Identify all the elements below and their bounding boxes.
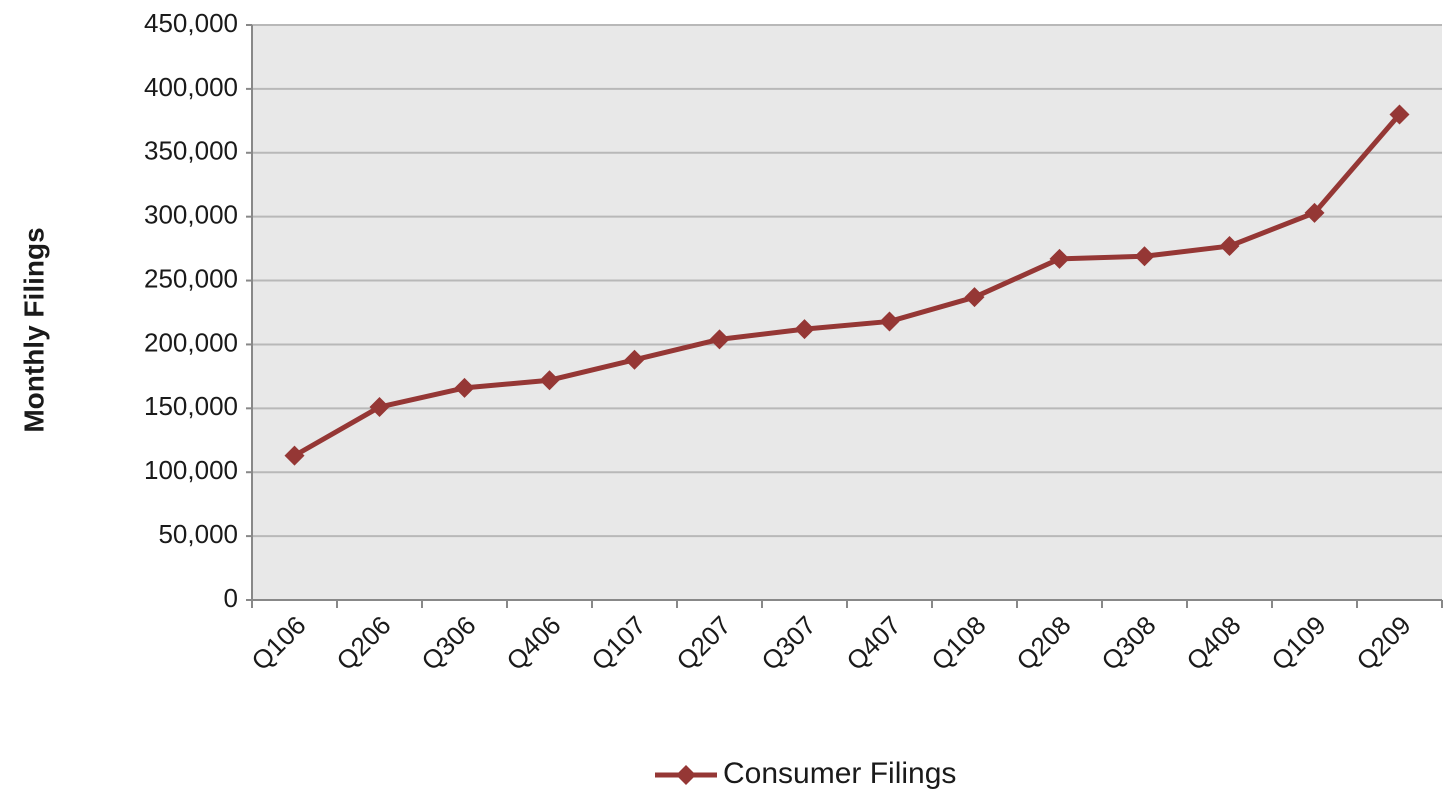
y-tick-label: 0 (224, 583, 238, 613)
x-tick-label: Q308 (1095, 610, 1161, 676)
data-line (293, 112, 1402, 458)
legend-label: Consumer Filings (723, 757, 956, 790)
x-tick-label: Q209 (1350, 610, 1416, 676)
y-tick-label: 200,000 (144, 327, 238, 357)
legend-marker (676, 765, 696, 785)
y-tick-label: 50,000 (158, 519, 238, 549)
x-tick-label: Q407 (840, 610, 906, 676)
y-tick-label: 400,000 (144, 72, 238, 102)
data-point (369, 397, 390, 418)
data-point (624, 349, 645, 370)
x-tick-label: Q207 (670, 610, 736, 676)
data-point (539, 370, 560, 391)
x-tick-label: Q107 (585, 610, 651, 676)
data-point (1134, 246, 1155, 267)
data-point (1049, 248, 1070, 269)
y-tick-label: 350,000 (144, 136, 238, 166)
data-point (964, 287, 985, 308)
x-tick-label: Q106 (245, 610, 311, 676)
y-tick-label: 450,000 (144, 8, 238, 38)
x-tick-label: Q109 (1265, 610, 1331, 676)
x-tick-label: Q208 (1010, 610, 1076, 676)
y-tick-label: 150,000 (144, 391, 238, 421)
x-tick-label: Q108 (925, 610, 991, 676)
y-axis-label: Monthly Filings (18, 227, 49, 432)
y-tick-label: 250,000 (144, 263, 238, 293)
data-point (454, 377, 475, 398)
y-tick-label: 300,000 (144, 200, 238, 230)
x-tick-label: Q406 (500, 610, 566, 676)
data-point (709, 329, 730, 350)
data-point (794, 319, 815, 340)
x-tick-label: Q206 (330, 610, 396, 676)
plot-area (252, 25, 1442, 600)
x-tick-label: Q307 (755, 610, 821, 676)
data-point (1304, 202, 1325, 223)
data-point (1219, 236, 1240, 257)
data-point (284, 445, 305, 466)
data-point (1389, 104, 1410, 125)
y-tick-label: 100,000 (144, 455, 238, 485)
data-point (879, 311, 900, 332)
x-tick-label: Q306 (415, 610, 481, 676)
x-tick-label: Q408 (1180, 610, 1246, 676)
